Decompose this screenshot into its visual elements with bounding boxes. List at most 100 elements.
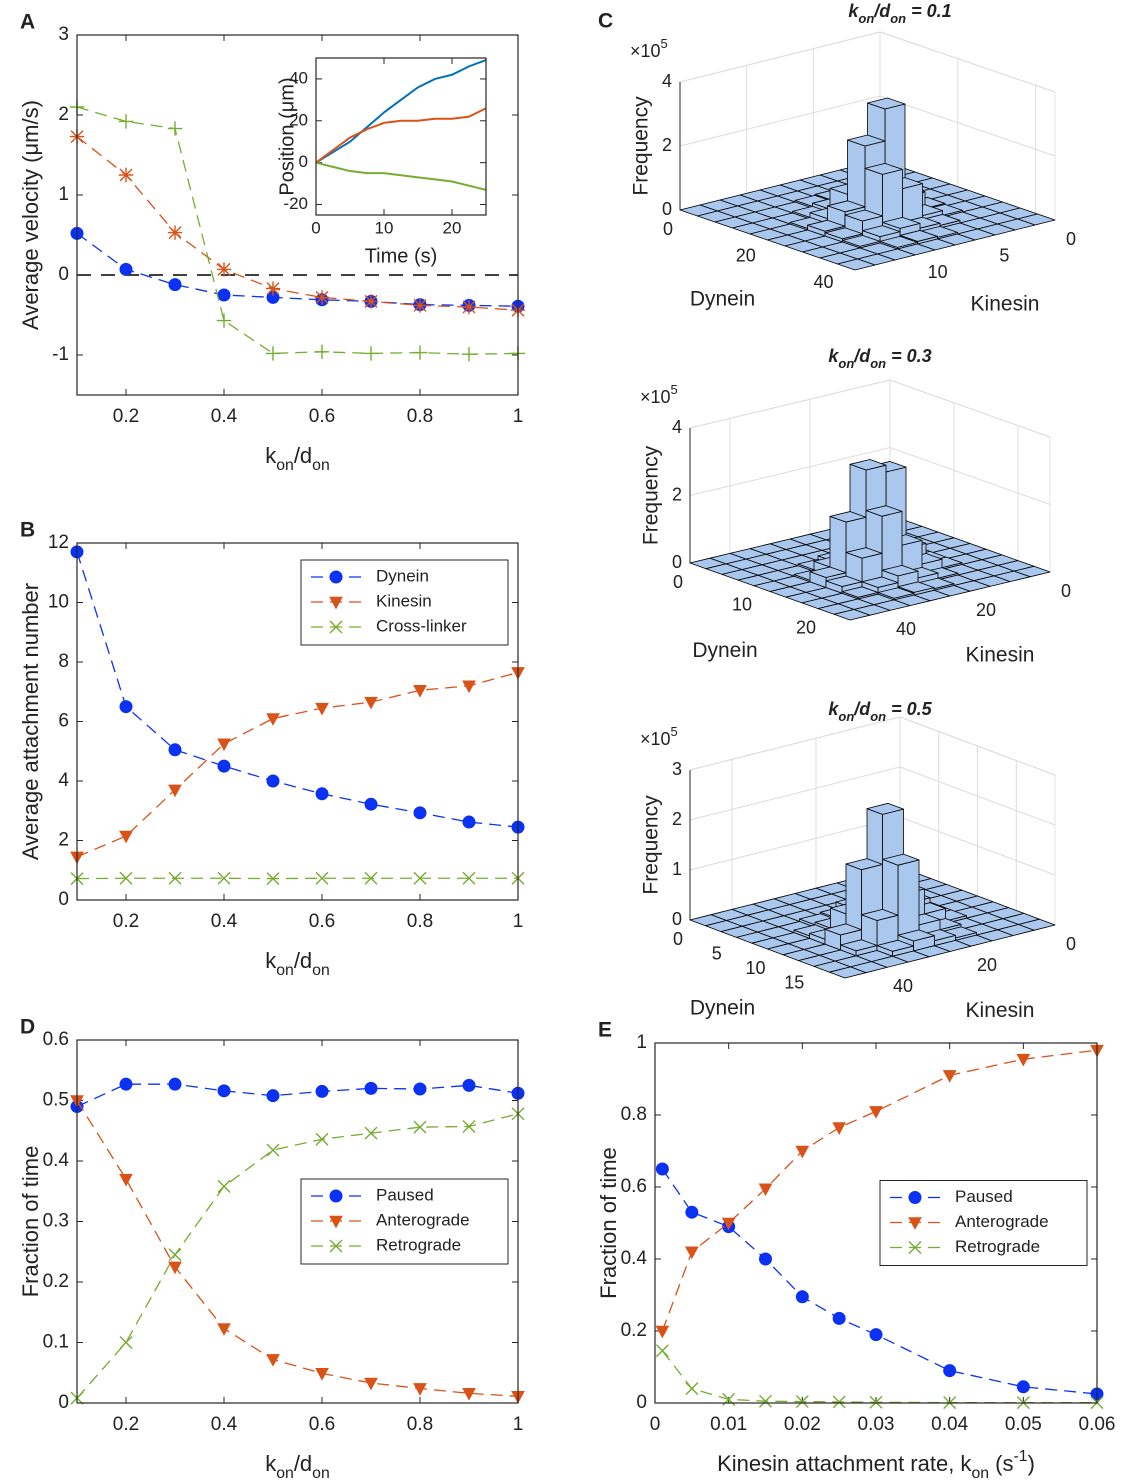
- x-tick-label: 5: [712, 943, 722, 963]
- bar-top: [879, 235, 918, 248]
- marker: [119, 1173, 133, 1187]
- panel-label: D: [20, 1016, 35, 1039]
- label-part: /d: [853, 699, 871, 719]
- bar-top: [833, 609, 871, 621]
- panel-label: B: [20, 519, 35, 542]
- bar-top: [841, 586, 879, 598]
- y-tick-label: 0.6: [43, 1029, 69, 1050]
- z-tick-label: 0: [662, 199, 672, 219]
- legend-label: Retrograde: [955, 1237, 1040, 1256]
- marker: [118, 114, 134, 129]
- bar-top: [827, 200, 866, 213]
- x-tick-label: 1: [513, 911, 524, 932]
- label-part: k: [848, 1, 859, 21]
- marker: [364, 696, 378, 710]
- marker: [217, 1179, 231, 1193]
- label-part: on: [838, 356, 854, 371]
- y-axis-label: Kinesin: [966, 644, 1035, 667]
- y-tick-label: 0.2: [621, 1320, 647, 1341]
- x-axis-label: Dynein: [690, 288, 755, 311]
- x-tick-label: 0.02: [784, 1414, 821, 1435]
- y-tick-label: 6: [58, 711, 69, 732]
- y-axis-label: Kinesin: [966, 999, 1035, 1022]
- panel-label: C: [598, 10, 613, 33]
- x-tick-label: 0.01: [710, 1414, 747, 1435]
- marker: [462, 815, 476, 829]
- marker: [314, 290, 330, 305]
- bar-top: [861, 576, 899, 588]
- marker: [655, 1344, 669, 1358]
- bar-top: [897, 929, 935, 942]
- y-axis-label: Fraction of time: [596, 1147, 621, 1299]
- z-multiplier: ×105: [630, 36, 668, 61]
- marker: [266, 1143, 280, 1157]
- bar-top: [844, 209, 883, 222]
- label-part: -1: [1014, 1448, 1028, 1465]
- marker: [216, 262, 232, 277]
- marker: [168, 1248, 182, 1262]
- label-part: on: [858, 11, 874, 26]
- marker: [795, 1395, 809, 1409]
- label-part: (s: [989, 1451, 1013, 1476]
- legend-label: Anterograde: [955, 1212, 1049, 1231]
- marker: [266, 713, 280, 726]
- bar-top: [864, 162, 903, 175]
- marker: [413, 871, 427, 885]
- series-line: [76, 232, 519, 307]
- marker: [119, 1077, 133, 1091]
- series-line: [76, 1113, 519, 1399]
- label-part: /d: [853, 346, 871, 366]
- y-tick-label: 5: [999, 245, 1009, 265]
- marker: [364, 1377, 378, 1391]
- marker: [266, 1089, 280, 1103]
- x-tick-label: 0: [663, 219, 673, 239]
- marker: [685, 1205, 699, 1219]
- marker: [942, 1070, 957, 1083]
- marker: [758, 1183, 773, 1197]
- x-tick-label: 0.8: [407, 1414, 433, 1435]
- legend-label: Dynein: [376, 566, 429, 585]
- series-line: [76, 106, 519, 355]
- x-tick-label: 20: [796, 617, 816, 637]
- y-tick-label: 12: [48, 532, 69, 553]
- x-tick-label: 0.2: [113, 1414, 139, 1435]
- x-axis-label: kon/don: [265, 443, 330, 474]
- marker: [685, 1382, 699, 1396]
- marker: [265, 346, 281, 361]
- y-axis-label: Average velocity (μm/s): [18, 100, 43, 330]
- marker: [832, 1395, 846, 1409]
- y-axis-label: Fraction of time: [18, 1146, 43, 1298]
- marker: [461, 347, 477, 362]
- marker: [119, 700, 133, 714]
- bar-top: [881, 565, 919, 577]
- y-tick-label: 0: [58, 889, 69, 910]
- bar-top: [862, 225, 901, 238]
- marker: [217, 738, 231, 752]
- x-tick-label: 0.6: [309, 1414, 335, 1435]
- bar-top: [866, 802, 904, 815]
- y-tick-label: 20: [289, 110, 308, 129]
- y-tick-label: 20: [977, 955, 997, 975]
- marker: [364, 1126, 378, 1140]
- marker: [119, 871, 133, 885]
- bar-top: [845, 858, 883, 871]
- marker: [412, 298, 428, 313]
- legend-label: Paused: [376, 1185, 434, 1204]
- bar-top: [867, 97, 906, 110]
- y-tick-label: 20: [976, 600, 996, 620]
- marker: [684, 1246, 699, 1260]
- label-part: k: [265, 948, 277, 973]
- y-tick-label: 2: [58, 830, 69, 851]
- x-tick-label: 0.05: [1005, 1414, 1042, 1435]
- bar-top: [829, 511, 867, 523]
- x-axis-label: Kinesin attachment rate, kon (s-1): [717, 1448, 1035, 1481]
- label-part: = 0.3: [886, 346, 932, 366]
- marker: [314, 344, 330, 359]
- y-tick-label: 0: [58, 264, 69, 285]
- label-part: = 0.5: [886, 699, 933, 719]
- marker: [908, 1217, 922, 1230]
- y-tick-label: 1: [58, 184, 69, 205]
- label-part: k: [828, 699, 839, 719]
- y-tick-label: 0.1: [43, 1332, 69, 1353]
- marker: [759, 1394, 772, 1408]
